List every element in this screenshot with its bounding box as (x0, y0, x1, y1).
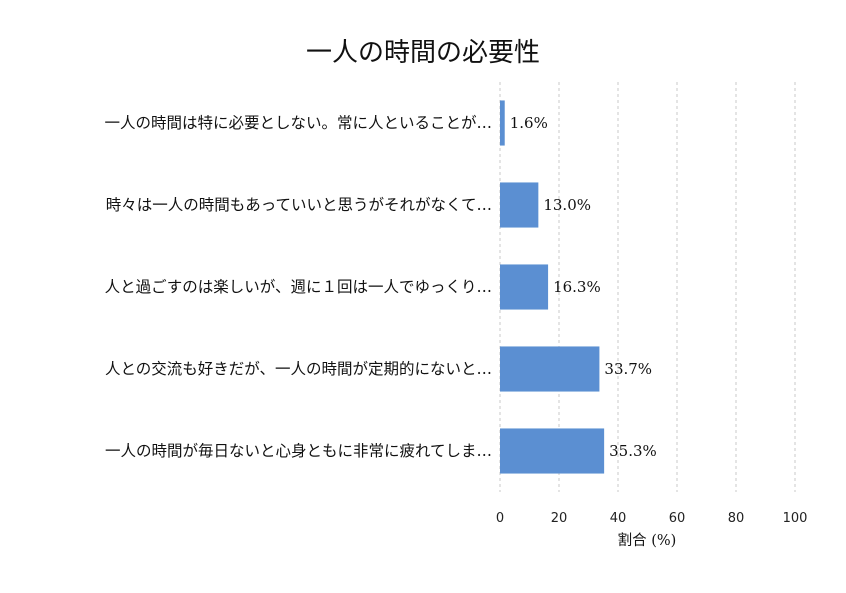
x-tick-label: 60 (669, 511, 686, 526)
x-tick-label: 0 (496, 511, 504, 526)
category-label: 一人の時間が毎日ないと心身ともに非常に疲れてしま… (105, 442, 492, 460)
bar (500, 428, 605, 474)
value-label: 13.0% (543, 196, 591, 214)
value-label: 33.7% (604, 360, 652, 378)
category-label: 一人の時間は特に必要としない。常に人といることが… (104, 114, 492, 132)
x-tick-label: 100 (783, 511, 808, 526)
bar (500, 264, 549, 310)
bar (500, 182, 539, 228)
value-labels: 1.6% 13.0% 16.3% 33.7% 35.3% (510, 114, 657, 460)
category-label: 人との交流も好きだが、一人の時間が定期的にないと… (105, 360, 492, 378)
x-tick-label: 80 (728, 511, 745, 526)
x-tick-label: 20 (551, 511, 568, 526)
x-axis-title: 割合 (%) (618, 532, 677, 549)
bars (500, 100, 605, 474)
value-label: 1.6% (510, 114, 548, 132)
bar (500, 100, 505, 146)
chart-title: 一人の時間の必要性 (306, 38, 540, 68)
x-tick-label: 40 (610, 511, 627, 526)
x-tick-labels: 0 20 40 60 80 100 (496, 511, 808, 526)
category-label: 人と過ごすのは楽しいが、週に１回は一人でゆっくり… (105, 278, 492, 296)
value-label: 16.3% (553, 278, 601, 296)
bar (500, 346, 600, 392)
category-label: 時々は一人の時間もあっていいと思うがそれがなくて… (106, 196, 492, 214)
value-label: 35.3% (609, 442, 657, 460)
category-labels: 一人の時間は特に必要としない。常に人といることが… 時々は一人の時間もあっていいと… (104, 114, 492, 460)
